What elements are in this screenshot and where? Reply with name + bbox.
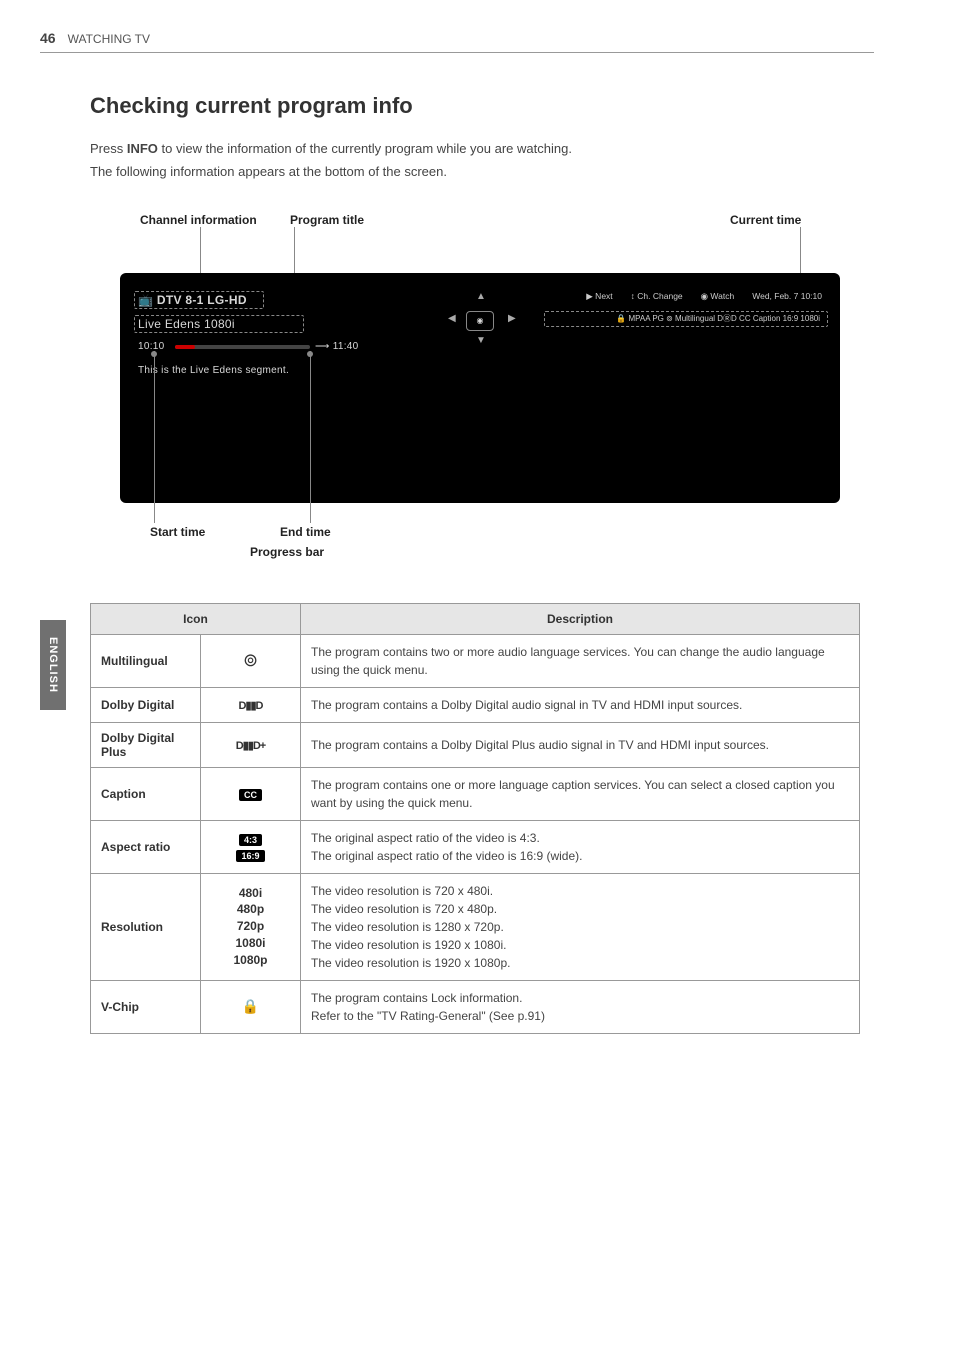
osd-end-time-value: 11:40 <box>333 341 359 352</box>
table-row: Dolby Digital D▮▮D The program contains … <box>91 687 860 722</box>
res-d2: The video resolution is 720 x 480p. <box>311 902 497 916</box>
row-multilingual-icon: ⊚ <box>201 634 301 687</box>
intro-line-1: Press INFO to view the information of th… <box>90 139 874 160</box>
info-keyword: INFO <box>127 141 158 156</box>
row-vchip-label: V-Chip <box>91 980 201 1033</box>
res-d5: The video resolution is 1920 x 1080p. <box>311 956 510 970</box>
dpad-left-icon: ◀ <box>448 313 456 324</box>
table-row: Dolby Digital Plus D▮▮D+ The program con… <box>91 722 860 767</box>
row-dolby-desc: The program contains a Dolby Digital aud… <box>301 687 860 722</box>
page-number: 46 <box>40 30 56 46</box>
leader-dot <box>307 351 313 357</box>
label-channel-info: Channel information <box>140 213 257 227</box>
table-row: Multilingual ⊚ The program contains two … <box>91 634 860 687</box>
side-tab-english: ENGLISH <box>40 620 66 710</box>
osd-progress-fill <box>175 345 195 349</box>
osd-panel: 📺 DTV 8-1 LG-HD Live Edens 1080i 10:10 ⟶… <box>120 273 840 503</box>
cc-icon: CC <box>239 789 262 801</box>
label-end-time: End time <box>280 525 331 539</box>
aspect-desc-b: The original aspect ratio of the video i… <box>311 849 582 863</box>
multilingual-icon: ⊚ <box>243 650 258 670</box>
vchip-d1: The program contains Lock information. <box>311 991 522 1005</box>
res-1080i: 1080i <box>235 936 265 950</box>
row-aspect-icon: 4:3 16:9 <box>201 820 301 873</box>
aspect-169-icon: 16:9 <box>236 850 264 862</box>
lock-icon: 🔒 <box>242 998 259 1014</box>
row-caption-desc: The program contains one or more languag… <box>301 767 860 820</box>
intro-paragraph: Press INFO to view the information of th… <box>90 139 874 183</box>
description-table: Icon Description Multilingual ⊚ The prog… <box>90 603 860 1034</box>
osd-ch-change: ↕ Ch. Change <box>631 291 683 301</box>
main-content: Checking current program info Press INFO… <box>90 93 874 563</box>
osd-program: Live Edens 1080i <box>138 317 235 331</box>
row-resolution-icon: 480i 480p 720p 1080i 1080p <box>201 873 301 980</box>
leader-start-time <box>154 351 155 523</box>
row-caption-icon: CC <box>201 767 301 820</box>
dpad-up-icon: ▲ <box>476 291 486 302</box>
table-row: Caption CC The program contains one or m… <box>91 767 860 820</box>
row-dolby-label: Dolby Digital <box>91 687 201 722</box>
dpad-center-icon: ◉ <box>466 311 494 331</box>
res-1080p: 1080p <box>233 953 267 967</box>
aspect-43-icon: 4:3 <box>239 834 262 846</box>
osd-dpad: ▲ ◀ ◉ ▶ ▼ <box>430 291 530 351</box>
res-d1: The video resolution is 720 x 480i. <box>311 884 493 898</box>
row-resolution-desc: The video resolution is 720 x 480i. The … <box>301 873 860 980</box>
table-row: V-Chip 🔒 The program contains Lock infor… <box>91 980 860 1033</box>
res-d4: The video resolution is 1920 x 1080i. <box>311 938 506 952</box>
th-desc: Description <box>301 603 860 634</box>
row-vchip-icon: 🔒 <box>201 980 301 1033</box>
row-dolbyplus-desc: The program contains a Dolby Digital Plu… <box>301 722 860 767</box>
row-resolution-label: Resolution <box>91 873 201 980</box>
osd-diagram: Channel information Program title Curren… <box>90 213 850 563</box>
label-start-time: Start time <box>150 525 205 539</box>
osd-badge-row: 🔒 MPAA PG ⊚ Multilingual DⓇD CC Caption … <box>616 313 820 324</box>
osd-channel: 📺 DTV 8-1 LG-HD <box>138 293 247 307</box>
osd-next: ▶ Next <box>586 291 612 302</box>
label-program-title: Program title <box>290 213 364 227</box>
vchip-d2: Refer to the "TV Rating-General" (See p.… <box>311 1009 545 1023</box>
row-multilingual-label: Multilingual <box>91 634 201 687</box>
row-multilingual-desc: The program contains two or more audio l… <box>301 634 860 687</box>
dolby-plus-icon: D▮▮D+ <box>236 740 265 752</box>
section-title: Checking current program info <box>90 93 874 119</box>
dpad-right-icon: ▶ <box>508 313 516 324</box>
leader-dot <box>151 351 157 357</box>
row-dolby-icon: D▮▮D <box>201 687 301 722</box>
res-720p: 720p <box>237 919 264 933</box>
osd-scrolling-text: This is the Live Edens segment. <box>138 365 289 376</box>
osd-front-row: ▶ Next ↕ Ch. Change ◉ Watch Wed, Feb. 7 … <box>586 291 822 302</box>
table-row: Aspect ratio 4:3 16:9 The original aspec… <box>91 820 860 873</box>
osd-progress-bg <box>175 345 310 349</box>
res-480i: 480i <box>239 886 262 900</box>
dolby-icon: D▮▮D <box>239 700 263 712</box>
page-header: 46 WATCHING TV <box>40 30 874 53</box>
res-d3: The video resolution is 1280 x 720p. <box>311 920 504 934</box>
osd-end-time: ⟶ 11:40 <box>315 341 359 352</box>
row-dolbyplus-label: Dolby Digital Plus <box>91 722 201 767</box>
label-progress-bar: Progress bar <box>250 545 324 559</box>
row-dolbyplus-icon: D▮▮D+ <box>201 722 301 767</box>
row-aspect-desc: The original aspect ratio of the video i… <box>301 820 860 873</box>
row-aspect-label: Aspect ratio <box>91 820 201 873</box>
dpad-down-icon: ▼ <box>476 335 486 346</box>
row-vchip-desc: The program contains Lock information. R… <box>301 980 860 1033</box>
header-section: WATCHING TV <box>68 32 150 46</box>
th-icon: Icon <box>91 603 301 634</box>
osd-date: Wed, Feb. 7 10:10 <box>752 291 822 301</box>
leader-end-time <box>310 351 311 523</box>
row-caption-label: Caption <box>91 767 201 820</box>
label-current-time: Current time <box>730 213 801 227</box>
osd-start-time: 10:10 <box>138 341 165 352</box>
table-row: Resolution 480i 480p 720p 1080i 1080p Th… <box>91 873 860 980</box>
aspect-desc-a: The original aspect ratio of the video i… <box>311 831 540 845</box>
osd-watch: ◉ Watch <box>701 291 735 302</box>
intro-line-2: The following information appears at the… <box>90 162 874 183</box>
res-480p: 480p <box>237 902 264 916</box>
